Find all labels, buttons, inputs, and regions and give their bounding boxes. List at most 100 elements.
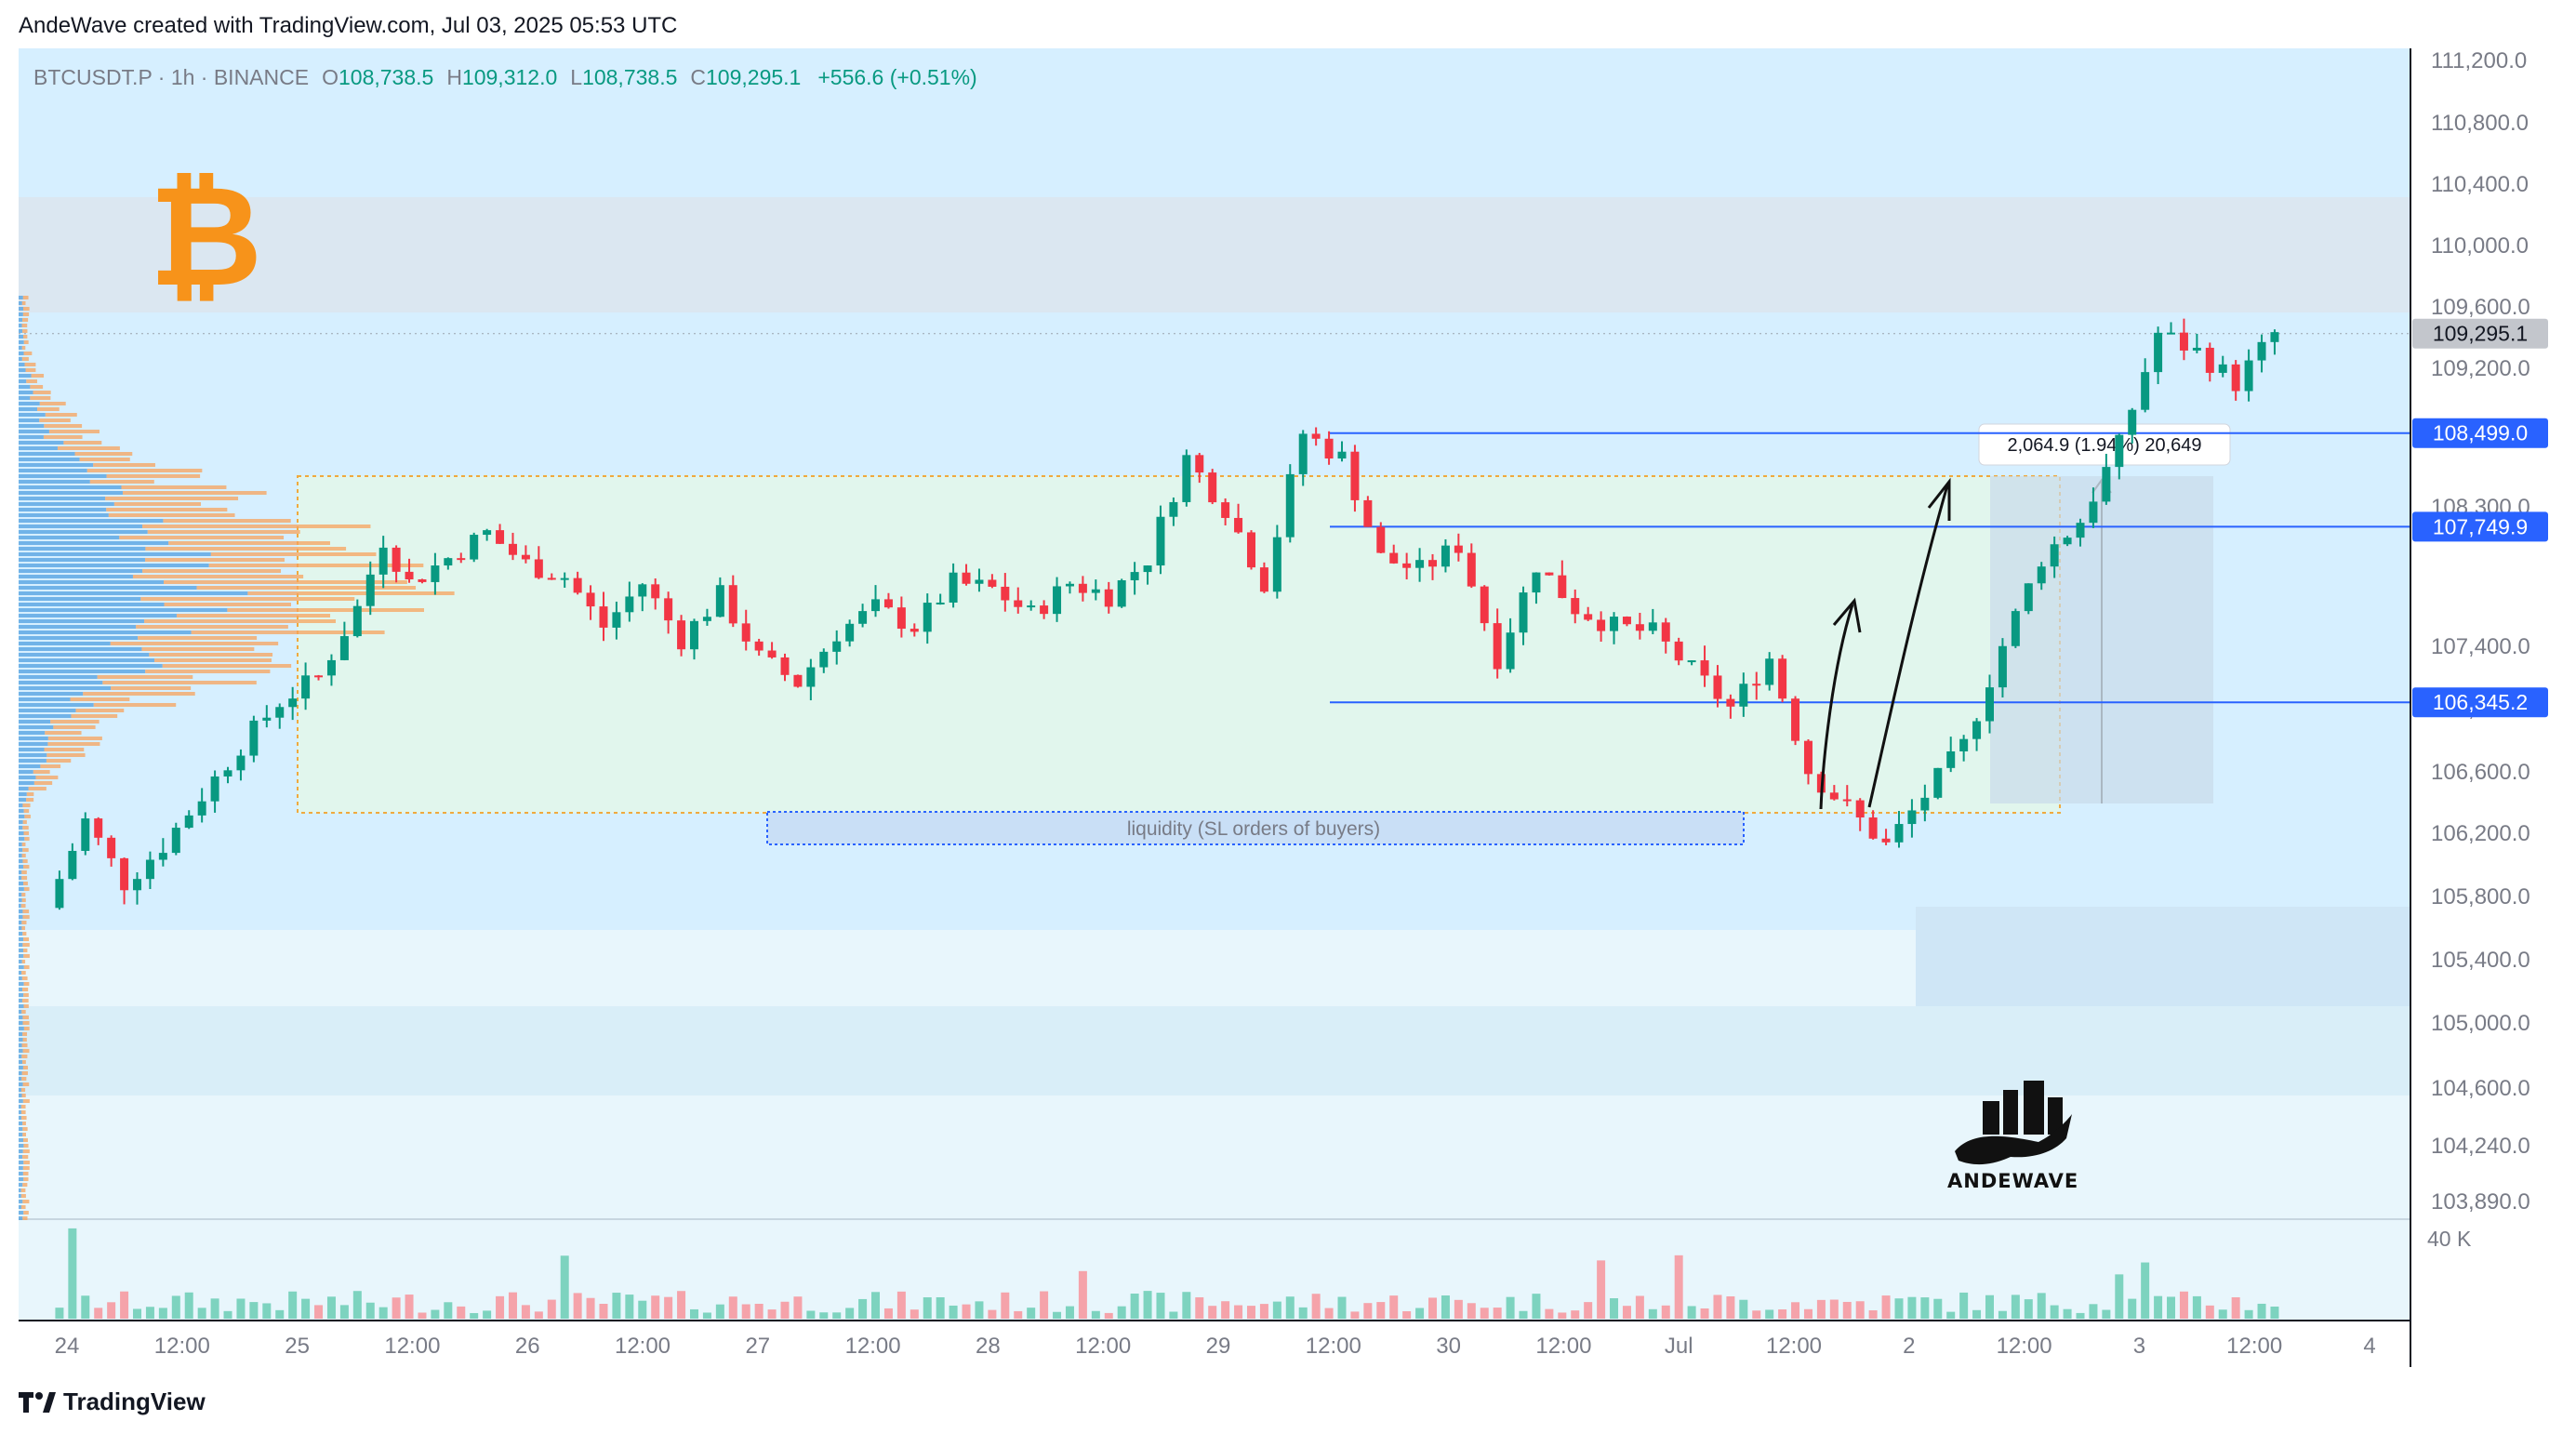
- profile-bar-buy: [19, 1211, 24, 1215]
- candle-body: [1998, 645, 2007, 688]
- volume-bar: [1648, 1308, 1657, 1319]
- profile-bar-buy: [19, 441, 64, 445]
- candle-body: [1091, 589, 1100, 593]
- profile-bar-sell: [89, 480, 154, 484]
- candle-body: [405, 571, 414, 580]
- volume-bar: [2179, 1291, 2188, 1319]
- volume-bar: [858, 1298, 868, 1319]
- profile-bar-buy: [19, 764, 41, 768]
- volume-bar: [1130, 1294, 1139, 1319]
- candle-body: [1894, 824, 1904, 843]
- profile-bar-sell: [46, 753, 86, 757]
- candle-body: [754, 641, 764, 651]
- x-tick-label: 28: [976, 1334, 1001, 1359]
- profile-bar-buy: [19, 536, 120, 539]
- profile-bar-sell: [21, 346, 26, 350]
- profile-bar-sell: [21, 960, 26, 963]
- profile-bar-sell: [23, 865, 30, 869]
- candle-body: [1635, 624, 1644, 631]
- volume-bar: [2063, 1308, 2072, 1319]
- volume-bar: [883, 1308, 893, 1319]
- profile-bar-sell: [164, 603, 291, 606]
- profile-bar-sell: [22, 1216, 28, 1220]
- profile-bar-buy: [19, 452, 75, 456]
- profile-bar-sell: [25, 368, 36, 372]
- tradingview-logo[interactable]: TradingView: [19, 1388, 206, 1416]
- profile-bar-sell: [145, 670, 271, 673]
- volume-bar: [158, 1308, 167, 1319]
- volume-axis-label: 40 K: [2427, 1227, 2472, 1251]
- profile-bar-buy: [19, 631, 192, 634]
- volume-bar: [470, 1312, 479, 1319]
- profile-bar-buy: [19, 1088, 21, 1092]
- candle-body: [365, 574, 375, 606]
- bitcoin-icon: ₿: [149, 156, 263, 318]
- profile-bar-buy: [19, 803, 23, 807]
- candle-body: [832, 641, 842, 652]
- candle-body: [81, 818, 90, 851]
- profile-bar-sell: [47, 737, 102, 740]
- candle-body: [1907, 810, 1917, 825]
- volume-bar: [2076, 1312, 2085, 1319]
- profile-bar-sell: [20, 1110, 26, 1114]
- y-tick-label: 111,200.0: [2431, 48, 2527, 73]
- candle-body: [1415, 560, 1425, 568]
- volume-bar: [197, 1308, 206, 1319]
- profile-bar-buy: [19, 720, 51, 724]
- profile-bar-buy: [19, 1133, 23, 1136]
- price-axis[interactable]: 111,200.0 110,800.0 110,400.0 110,000.0 109,…: [2431, 48, 2530, 1215]
- candle-body: [962, 572, 971, 584]
- candle-body: [352, 605, 362, 637]
- legend-symbol[interactable]: BTCUSDT.P · 1h · BINANCE: [33, 65, 310, 89]
- price-label: 106,345.2: [2433, 690, 2528, 714]
- profile-bar-buy: [19, 625, 137, 629]
- profile-bar-sell: [39, 418, 71, 422]
- candle-body: [586, 592, 595, 607]
- profile-bar-sell: [22, 1082, 30, 1086]
- volume-bar: [1816, 1299, 1826, 1319]
- volume-bar: [1014, 1310, 1023, 1319]
- profile-bar-sell: [47, 742, 100, 746]
- volume-bar: [1246, 1306, 1255, 1319]
- time-axis[interactable]: 24 12:00 25 12:00 26 12:00 27 12:00 28 12:00 29 12:…: [55, 1334, 2376, 1359]
- profile-bar-sell: [136, 625, 288, 629]
- candle-body: [1065, 583, 1074, 587]
- profile-bar-buy: [19, 798, 27, 802]
- profile-bar-buy: [19, 586, 197, 590]
- volume-bar: [1337, 1296, 1347, 1319]
- profile-bar-sell: [22, 826, 29, 830]
- candle-body: [949, 572, 958, 603]
- profile-bar-buy: [19, 491, 123, 495]
- profile-bar-sell: [22, 949, 28, 952]
- candle-body: [171, 828, 180, 854]
- profile-bar-sell: [21, 999, 29, 1002]
- profile-bar-buy: [19, 1099, 23, 1103]
- profile-bar-buy: [19, 910, 23, 913]
- profile-bar-buy: [19, 642, 111, 645]
- candle-body: [793, 674, 803, 687]
- candle-body: [936, 602, 945, 604]
- candle-body: [1661, 622, 1670, 642]
- candle-body: [1014, 600, 1023, 607]
- profile-bar-buy: [19, 993, 24, 997]
- profile-bar-buy: [19, 396, 31, 400]
- volume-bar: [1610, 1298, 1619, 1319]
- volume-bar: [2167, 1296, 2176, 1319]
- profile-bar-buy: [19, 307, 24, 311]
- profile-bar-sell: [22, 1066, 28, 1069]
- candle-body: [1130, 572, 1139, 580]
- profile-bar-buy: [19, 943, 23, 947]
- candle-body: [2192, 347, 2201, 351]
- volume-bar: [1506, 1296, 1515, 1319]
- volume-bar: [923, 1297, 932, 1319]
- candle-body: [923, 603, 932, 632]
- profile-bar-sell: [45, 731, 82, 735]
- volume-bar: [1311, 1294, 1321, 1319]
- candle-body: [1687, 660, 1696, 663]
- chart-header: AndeWave created with TradingView.com, J…: [19, 13, 678, 38]
- profile-bar-sell: [24, 363, 36, 366]
- profile-bar-buy: [19, 653, 150, 657]
- profile-bar-buy: [19, 1200, 23, 1203]
- candle-body: [1985, 687, 1994, 722]
